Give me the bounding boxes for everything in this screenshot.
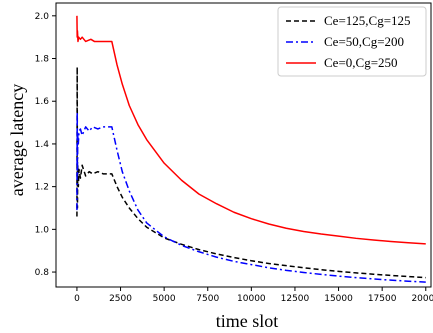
y-tick-label: 2.0 bbox=[35, 12, 50, 22]
legend-label-1: Ce=125,Cg=125 bbox=[324, 13, 411, 28]
series-line-1 bbox=[76, 66, 426, 279]
legend-label-3: Ce=0,Cg=250 bbox=[324, 55, 398, 70]
plot-frame bbox=[55, 2, 432, 288]
x-tick-label: 15000 bbox=[324, 294, 353, 304]
series-layer bbox=[76, 15, 426, 283]
x-tick-label: 2500 bbox=[109, 294, 132, 304]
y-axis-title: average latency bbox=[7, 84, 27, 196]
y-tick-label: 1.2 bbox=[35, 183, 49, 193]
legend: Ce=125,Cg=125 Ce=50,Cg=200 Ce=0,Cg=250 bbox=[277, 6, 427, 77]
x-tick-label: 17500 bbox=[368, 294, 397, 304]
x-tick-label: 5000 bbox=[153, 294, 176, 304]
y-tick-label: 1.4 bbox=[35, 140, 50, 150]
x-axis-title: time slot bbox=[216, 311, 279, 331]
x-tick-label: 12500 bbox=[281, 294, 310, 304]
x-tick-label: 10000 bbox=[237, 294, 266, 304]
y-tick-label: 1.6 bbox=[35, 97, 50, 107]
x-tick-label: 0 bbox=[74, 294, 80, 304]
legend-box bbox=[277, 6, 427, 77]
y-tick-label: 1.8 bbox=[35, 55, 50, 65]
series-line-3 bbox=[76, 15, 426, 245]
legend-label-2: Ce=50,Cg=200 bbox=[324, 34, 404, 49]
x-tick-label: 7500 bbox=[196, 294, 219, 304]
y-tick-label: 0.8 bbox=[35, 268, 50, 278]
y-tick-label: 1.0 bbox=[35, 225, 50, 235]
series-line-2 bbox=[76, 111, 426, 283]
